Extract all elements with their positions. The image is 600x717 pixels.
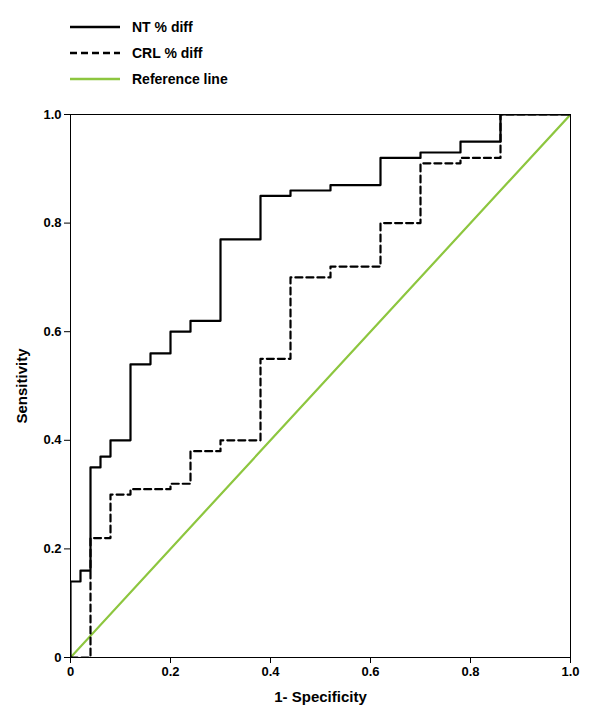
svg-text:0.8: 0.8: [461, 664, 479, 679]
svg-text:0: 0: [54, 650, 61, 665]
svg-text:0.2: 0.2: [161, 664, 179, 679]
html-text:NT % diff: NT % diff: [132, 19, 193, 35]
svg-text:0: 0: [67, 664, 74, 679]
svg-text:0.6: 0.6: [43, 324, 61, 339]
svg-text:1.0: 1.0: [561, 664, 579, 679]
svg-text:Sensitivity: Sensitivity: [13, 348, 30, 424]
svg-text:1- Specificity: 1- Specificity: [274, 688, 367, 705]
svg-text:0.6: 0.6: [361, 664, 379, 679]
svg-text:1.0: 1.0: [43, 107, 61, 122]
svg-text:0.4: 0.4: [261, 664, 280, 679]
svg-text:0.4: 0.4: [43, 432, 62, 447]
svg-text:0.2: 0.2: [43, 541, 61, 556]
svg-text:0.8: 0.8: [43, 215, 61, 230]
html-text:CRL % diff: CRL % diff: [132, 45, 203, 61]
html-text:Reference line: Reference line: [132, 71, 228, 87]
